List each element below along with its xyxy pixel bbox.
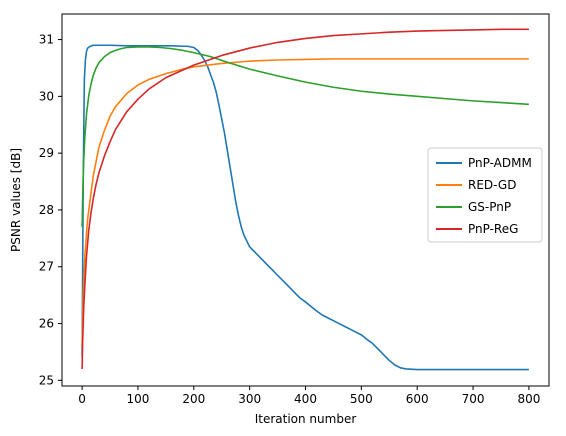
- legend-label: GS-PnP: [468, 200, 511, 214]
- legend: PnP-ADMM RED-GD GS-PnP PnP-ReG: [427, 147, 543, 243]
- series-line-4: [81, 28, 529, 369]
- legend-box: [427, 147, 543, 243]
- y-tick-label: 25: [39, 373, 54, 387]
- series-line-2: [81, 58, 529, 347]
- x-tick-label: 400: [294, 392, 317, 406]
- legend-label: PnP-ReG: [468, 222, 518, 236]
- x-tick-label: 800: [517, 392, 540, 406]
- series-line-1: [81, 44, 529, 371]
- x-axis: 0 100 200 300 400 500 600 700 800: [78, 386, 540, 406]
- x-tick-label: 700: [462, 392, 485, 406]
- y-axis: 25 26 27 28 29 30 31: [39, 33, 62, 387]
- x-tick-label: 200: [182, 392, 205, 406]
- x-axis-label: Iteration number: [255, 412, 357, 426]
- y-axis-label: PSNR values [dB]: [9, 148, 23, 252]
- y-tick-label: 29: [39, 146, 54, 160]
- legend-label: PnP-ADMM: [468, 156, 532, 170]
- series-line-3: [81, 46, 529, 227]
- y-tick-label: 31: [39, 33, 54, 47]
- y-tick-label: 26: [39, 317, 54, 331]
- x-tick-label: 300: [238, 392, 261, 406]
- series-layer: [81, 28, 529, 371]
- y-tick-label: 30: [39, 89, 54, 103]
- y-tick-label: 28: [39, 203, 54, 217]
- x-tick-label: 500: [350, 392, 373, 406]
- x-tick-label: 600: [406, 392, 429, 406]
- legend-label: RED-GD: [468, 178, 516, 192]
- x-tick-label: 100: [127, 392, 150, 406]
- y-tick-label: 27: [39, 260, 54, 274]
- legend-items: PnP-ADMM RED-GD GS-PnP PnP-ReG: [436, 156, 532, 236]
- x-tick-label: 0: [78, 392, 86, 406]
